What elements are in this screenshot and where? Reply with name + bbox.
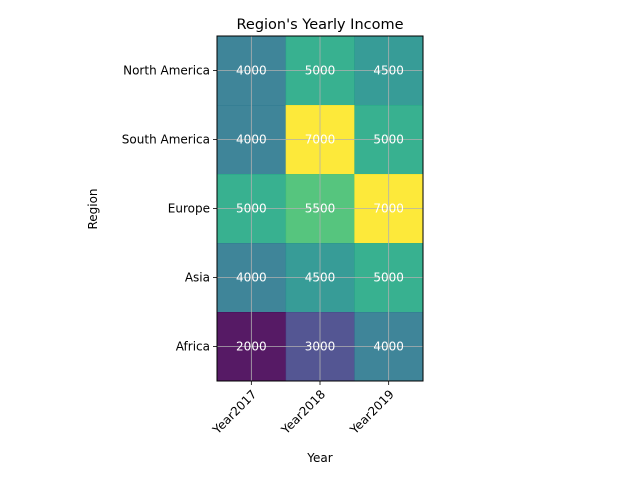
y-axis-ticks: North America South America Europe Asia Afri… — [122, 64, 217, 354]
x-tick-label: Year2018 — [278, 387, 328, 437]
cell-value-label: 4500 — [373, 64, 404, 78]
cell-value-label: 5000 — [305, 64, 336, 78]
y-axis-title: Region — [86, 188, 100, 229]
cell-value-label: 5500 — [305, 202, 336, 216]
cell-value-label: 5000 — [373, 271, 404, 285]
cell-value-label: 7000 — [305, 133, 336, 147]
x-tick-label: Year2019 — [347, 387, 397, 437]
cell-value-label: 4000 — [236, 133, 267, 147]
x-axis-title: Year — [306, 451, 332, 465]
y-tick-label: Europe — [168, 202, 210, 216]
chart-title: Region's Yearly Income — [236, 17, 403, 33]
cell-value-label: 4000 — [373, 340, 404, 354]
x-axis-ticks: Year2017 Year2018 Year2019 — [209, 381, 397, 437]
y-tick-label: Asia — [185, 271, 210, 285]
cell-value-label: 3000 — [305, 340, 336, 354]
grid-lines — [217, 36, 424, 381]
cell-value-label: 4000 — [236, 64, 267, 78]
cell-value-label: 7000 — [373, 202, 404, 216]
cell-value-labels: 4000 5000 4500 4000 7000 5000 5000 5500 7000 4000… — [236, 64, 404, 354]
y-tick-label: North America — [123, 64, 210, 78]
cell-value-label: 5000 — [236, 202, 267, 216]
y-tick-label: South America — [122, 133, 210, 147]
y-tick-label: Africa — [176, 340, 210, 354]
cell-value-label: 4500 — [305, 271, 336, 285]
x-tick-label: Year2017 — [209, 387, 259, 437]
cell-value-label: 2000 — [236, 340, 267, 354]
cell-value-label: 4000 — [236, 271, 267, 285]
cell-value-label: 5000 — [373, 133, 404, 147]
